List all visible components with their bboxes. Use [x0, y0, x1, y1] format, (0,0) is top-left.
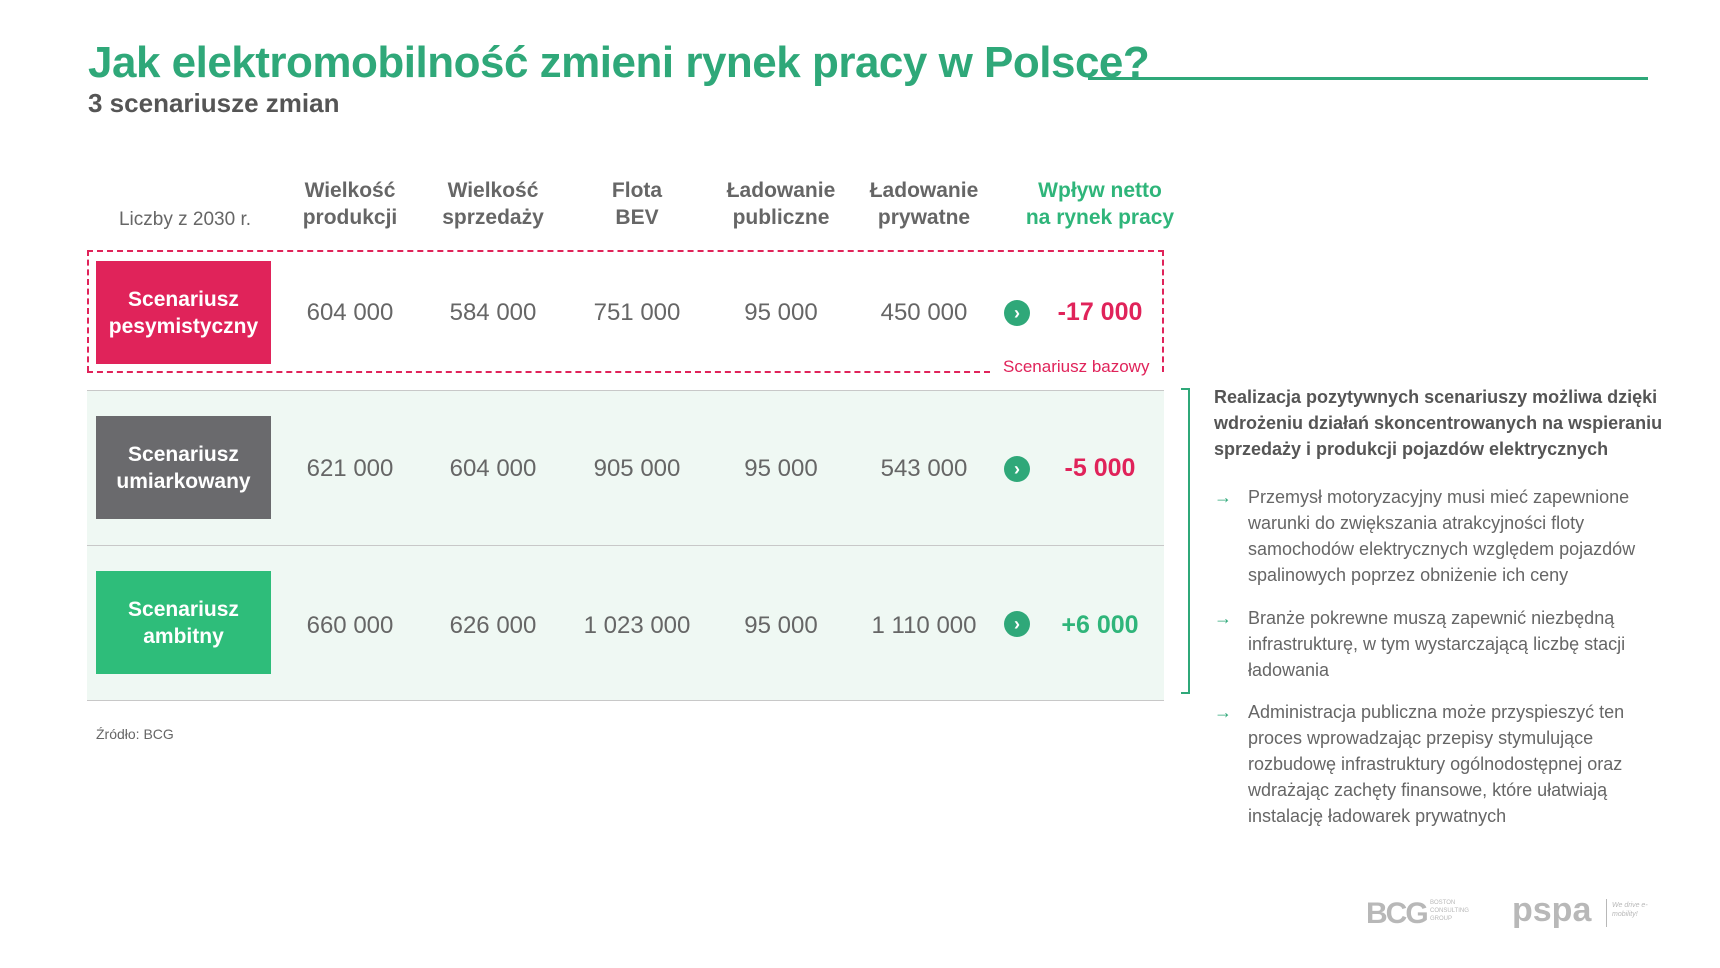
column-header-net-impact: Wpływ netto na rynek pracy [1025, 179, 1175, 229]
bcg-logo: BCG [1366, 897, 1429, 930]
pspa-logo: pspa [1512, 891, 1592, 929]
cell-bev-fleet: 751 000 [593, 299, 681, 326]
column-header-private-charging: Ładowanie prywatne [869, 179, 979, 229]
cell-bev-fleet: 1 023 000 [583, 612, 691, 639]
net-impact-pessimistic: -17 000 [1057, 298, 1143, 326]
side-bracket [1181, 388, 1190, 694]
cell-public-charging: 95 000 [744, 455, 818, 482]
title-rule [1088, 77, 1648, 80]
chevron-right-circle-icon: › [1004, 300, 1030, 326]
column-header-production: Wielkość produkcji [302, 179, 398, 229]
cell-private-charging: 450 000 [880, 299, 968, 326]
cell-private-charging: 1 110 000 [871, 612, 977, 639]
cell-bev-fleet: 905 000 [593, 455, 681, 482]
cell-private-charging: 543 000 [880, 455, 968, 482]
scenario-ambitious-label: Scenariusz ambitny [96, 571, 271, 674]
cell-production: 660 000 [306, 612, 394, 639]
cell-sales: 584 000 [449, 299, 537, 326]
column-header-sales: Wielkość sprzedaży [442, 179, 544, 229]
table-note: Liczby z 2030 r. [118, 209, 252, 230]
chevron-right-circle-icon: › [1004, 611, 1030, 637]
page-title: Jak elektromobilność zmieni rynek pracy … [88, 38, 1150, 87]
scenario-moderate-label: Scenariusz umiarkowany [96, 416, 271, 519]
side-bullet-text: Administracja publiczna może przyspieszy… [1248, 702, 1625, 826]
cell-production: 604 000 [306, 299, 394, 326]
base-scenario-outline-bottom [87, 371, 990, 373]
pspa-tagline: We drive e-mobility! [1612, 902, 1648, 918]
cell-sales: 626 000 [449, 612, 537, 639]
scenario-pessimistic-label: Scenariusz pesymistyczny [96, 261, 271, 364]
row-divider [87, 390, 1164, 391]
row-divider [87, 545, 1164, 546]
side-bullet: → Przemysł motoryzacyjny musi mieć zapew… [1214, 484, 1664, 588]
side-bullet-text: Branże pokrewne muszą zapewnić niezbędną… [1248, 608, 1626, 680]
row-divider [87, 700, 1164, 701]
arrow-right-icon: → [1214, 702, 1232, 722]
side-bullet-text: Przemysł motoryzacyjny musi mieć zapewni… [1248, 487, 1636, 585]
logo-divider [1606, 899, 1607, 927]
base-scenario-outline [87, 250, 1164, 372]
column-header-public-charging: Ładowanie publiczne [726, 179, 836, 229]
cell-production: 621 000 [306, 455, 394, 482]
arrow-right-icon: → [1214, 487, 1232, 507]
source-note: Źródło: BCG [96, 726, 174, 742]
cell-public-charging: 95 000 [744, 299, 818, 326]
cell-sales: 604 000 [449, 455, 537, 482]
side-bullet: → Branże pokrewne muszą zapewnić niezbęd… [1214, 605, 1664, 683]
base-scenario-label: Scenariusz bazowy [1003, 357, 1150, 376]
arrow-right-icon: → [1214, 608, 1232, 628]
page-subtitle: 3 scenariusze zmian [88, 88, 340, 118]
side-bullet: → Administracja publiczna może przyspies… [1214, 699, 1664, 829]
cell-public-charging: 95 000 [744, 612, 818, 639]
bcg-logo-subtext: BOSTON CONSULTING GROUP [1430, 900, 1469, 922]
column-header-bev-fleet: Flota BEV [611, 179, 663, 229]
chevron-right-circle-icon: › [1004, 456, 1030, 482]
net-impact-ambitious: +6 000 [1061, 611, 1139, 639]
side-panel-heading: Realizacja pozytywnych scenariuszy możli… [1214, 387, 1663, 459]
net-impact-moderate: -5 000 [1064, 454, 1136, 482]
